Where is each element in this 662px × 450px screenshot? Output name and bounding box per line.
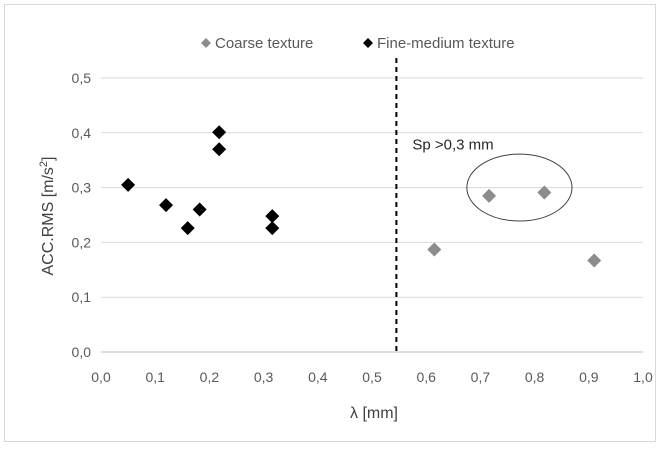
x-tick-label: 0,1	[145, 369, 165, 385]
y-tick-label: 0,4	[72, 125, 92, 141]
legend-label-coarse: Coarse texture	[215, 35, 313, 52]
y-tick-label: 0,0	[72, 344, 92, 360]
fine-medium-texture-point	[212, 142, 227, 157]
x-tick-label: 0,0	[91, 369, 111, 385]
chart-frame	[4, 4, 656, 442]
fine-medium-texture-point	[159, 198, 174, 213]
legend-label-fine-medium: Fine-medium texture	[377, 35, 515, 52]
x-tick-label: 0,3	[254, 369, 274, 385]
legend-marker-coarse	[201, 38, 211, 48]
x-tick-label: 0,5	[362, 369, 382, 385]
annotation-label: Sp >0,3 mm	[412, 137, 493, 154]
y-axis-title: ACC.RMS [m/s2]	[38, 156, 57, 275]
x-tick-label: 0,8	[525, 369, 545, 385]
gridlines	[101, 77, 643, 353]
y-axis-title-end: ]	[40, 156, 57, 160]
x-tick-label: 0,6	[416, 369, 436, 385]
y-tick-label: 0,5	[72, 70, 92, 86]
y-axis-title-main: ACC.RMS [m/s	[40, 167, 57, 275]
coarse-texture-point	[427, 242, 442, 257]
annotation-group: Sp >0,3 mm	[412, 137, 573, 222]
fine-medium-texture-point	[265, 221, 280, 236]
legend-marker-fine-medium	[363, 38, 373, 48]
annotation-ellipse	[466, 153, 573, 222]
fine-medium-texture-point	[192, 202, 207, 217]
x-tick-label: 0,9	[579, 369, 599, 385]
coarse-texture-point	[587, 253, 602, 268]
coarse-texture-point	[482, 188, 497, 203]
x-tick-label: 0,4	[308, 369, 328, 385]
y-tick-label: 0,2	[72, 234, 92, 250]
data-points	[121, 125, 602, 268]
x-tick-labels: 0,0 0,1 0,2 0,3 0,4 0,5 0,6 0,7 0,8 0,9 1,0	[91, 369, 653, 385]
fine-medium-texture-point	[265, 209, 280, 224]
x-axis-title: λ [mm]	[350, 405, 398, 422]
x-tick-label: 0,2	[200, 369, 220, 385]
y-tick-labels: 0,0 0,1 0,2 0,3 0,4 0,5	[72, 70, 92, 360]
fine-medium-texture-point	[180, 221, 195, 236]
fine-medium-texture-point	[212, 125, 227, 140]
y-tick-label: 0,3	[72, 180, 92, 196]
x-tick-label: 0,7	[471, 369, 491, 385]
y-tick-label: 0,1	[72, 289, 92, 305]
legend: Coarse texture Fine-medium texture	[201, 35, 515, 52]
coarse-texture-point	[537, 185, 552, 200]
y-axis-title-superscript: 2	[38, 161, 50, 167]
x-tick-label: 1,0	[633, 369, 653, 385]
fine-medium-texture-point	[121, 177, 136, 192]
